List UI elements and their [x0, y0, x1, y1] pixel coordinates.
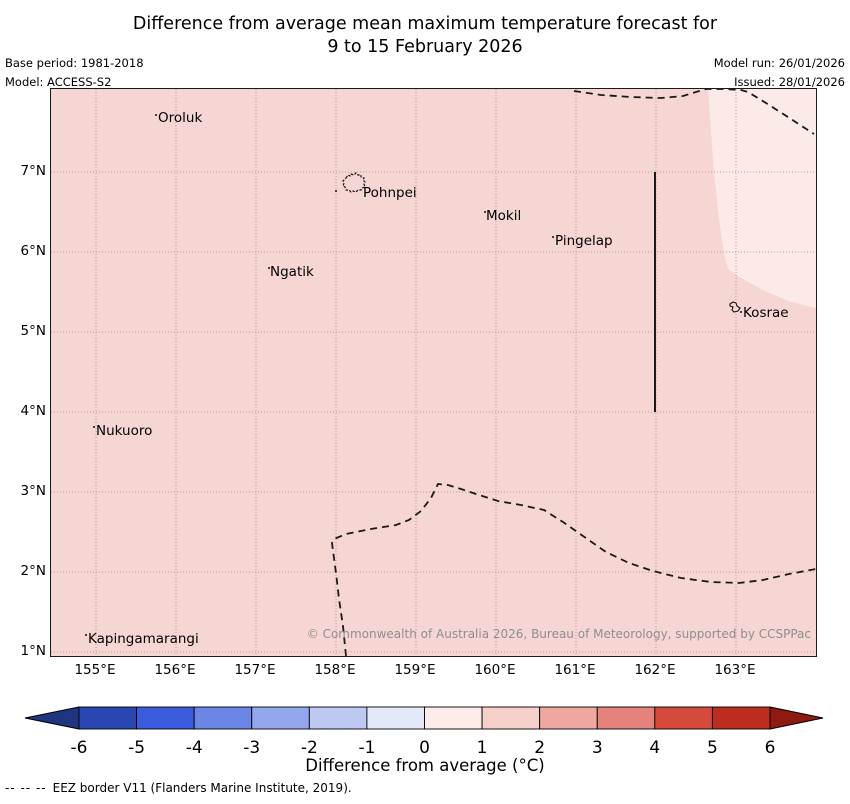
eez-border-south: [331, 483, 816, 656]
colorbar-tick-label: -2: [301, 738, 318, 758]
colorbar-label: Difference from average (°C): [305, 756, 545, 775]
graticule-gridlines: [51, 89, 816, 656]
colorbar-segment: [193, 706, 253, 730]
x-tick-label: 158°E: [314, 662, 356, 678]
island-dot-oroluk: [155, 114, 157, 116]
y-tick-label: 6°N: [20, 243, 46, 259]
y-tick-label: 7°N: [20, 163, 46, 179]
model-label: Model: ACCESS-S2: [5, 75, 112, 89]
y-tick-label: 5°N: [20, 323, 46, 339]
island-label-nukuoro: Nukuoro: [96, 423, 153, 439]
colorbar-segment: [308, 706, 368, 730]
colorbar-segment: [654, 706, 713, 730]
eez-legend: -- -- -- EEZ border V11 (Flanders Marine …: [5, 781, 352, 795]
island-label-pohnpei: Pohnpei: [363, 185, 417, 201]
island-dot-pingelap: [552, 236, 554, 238]
colorbar-tick-label: 6: [765, 738, 776, 758]
colorbar-tick-label: 3: [592, 738, 603, 758]
map-canvas: [51, 89, 816, 656]
page-title: Difference from average mean maximum tem…: [0, 13, 850, 59]
island-dot-ngatik: [268, 267, 270, 269]
colorbar-tick-label: 2: [534, 738, 545, 758]
base-period-label: Base period: 1981-2018: [5, 56, 144, 70]
x-tick-label: 155°E: [74, 662, 116, 678]
colorbar: -6 -5 -4 -3 -2 -1 0 1 2 3 4 5 6: [24, 706, 824, 758]
title-line-2: 9 to 15 February 2026: [327, 37, 523, 57]
x-tick-label: 160°E: [474, 662, 516, 678]
x-tick-label: 161°E: [554, 662, 596, 678]
island-dot-kosrae: [740, 311, 742, 313]
island-dot-pohnpei: [335, 190, 337, 192]
map-plot-area: Oroluk Pohnpei Mokil Pingelap Ngatik Kosrae Nu…: [50, 88, 817, 657]
colorbar-tick-label: 1: [477, 738, 488, 758]
colorbar-tick-label: -3: [243, 738, 260, 758]
eez-border-north: [573, 89, 815, 135]
colorbar-segment: [539, 706, 598, 730]
colorbar-tick-label: -4: [186, 738, 203, 758]
pohnpei-island-outline: [342, 172, 366, 193]
y-tick-label: 4°N: [20, 403, 46, 419]
island-label-kosrae: Kosrae: [743, 305, 789, 321]
colorbar-arrow-tip: [769, 706, 824, 730]
eez-dash-sample: -- -- --: [5, 781, 47, 795]
x-tick-label: 162°E: [634, 662, 676, 678]
colorbar-segment: [366, 706, 425, 730]
colorbar-segment: [78, 706, 138, 730]
colorbar-tick-label: 4: [649, 738, 660, 758]
light-anomaly-region: [708, 89, 816, 308]
island-dot-kapingamarangi: [85, 634, 87, 636]
colorbar-arrow-tip: [24, 706, 80, 730]
title-line-1: Difference from average mean maximum tem…: [132, 14, 718, 34]
colorbar-tick-label: -6: [71, 738, 88, 758]
colorbar-segment: [136, 706, 195, 730]
x-tick-label: 156°E: [154, 662, 196, 678]
colorbar-tick-label: 0: [419, 738, 430, 758]
y-tick-label: 2°N: [20, 563, 46, 579]
model-run-label: Model run: 26/01/2026: [713, 56, 845, 70]
island-label-pingelap: Pingelap: [555, 233, 613, 249]
x-tick-label: 163°E: [714, 662, 756, 678]
copyright-text: © Commonwealth of Australia 2026, Bureau…: [306, 627, 811, 641]
y-tick-label: 1°N: [20, 643, 46, 659]
island-label-kapingamarangi: Kapingamarangi: [88, 631, 199, 647]
colorbar-segment: [711, 706, 771, 730]
colorbar-tick-label: -1: [358, 738, 375, 758]
island-label-ngatik: Ngatik: [270, 264, 314, 280]
island-label-oroluk: Oroluk: [158, 110, 203, 126]
island-dot-nukuoro: [93, 426, 95, 428]
colorbar-segment: [596, 706, 656, 730]
issued-label: Issued: 28/01/2026: [734, 75, 845, 89]
colorbar-segment: [424, 706, 483, 730]
island-label-mokil: Mokil: [486, 208, 522, 224]
eez-legend-text: EEZ border V11 (Flanders Marine Institut…: [52, 781, 352, 795]
island-dot-mokil: [484, 211, 486, 213]
kosrae-island-outline: [729, 301, 741, 313]
colorbar-segment: [481, 706, 541, 730]
y-tick-label: 3°N: [20, 483, 46, 499]
colorbar-tick-label: 5: [707, 738, 718, 758]
x-tick-label: 157°E: [234, 662, 276, 678]
colorbar-segment: [251, 706, 310, 730]
colorbar-tick-label: -5: [128, 738, 145, 758]
x-tick-label: 159°E: [394, 662, 436, 678]
